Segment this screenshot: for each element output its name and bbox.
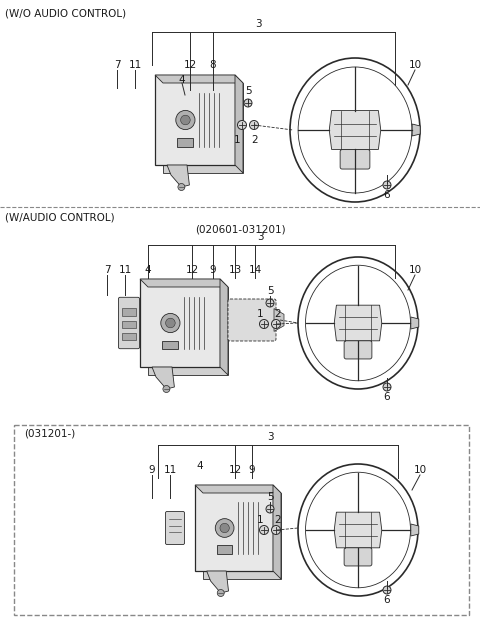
Polygon shape: [207, 571, 228, 593]
Circle shape: [383, 383, 391, 391]
Text: 7: 7: [114, 60, 120, 70]
Circle shape: [220, 524, 229, 533]
Circle shape: [250, 120, 259, 130]
Text: 2: 2: [252, 135, 258, 145]
Text: 6: 6: [384, 392, 390, 402]
Text: 9: 9: [249, 465, 255, 475]
Text: 5: 5: [267, 492, 273, 502]
Text: 13: 13: [228, 265, 241, 275]
Polygon shape: [334, 512, 382, 548]
Bar: [217, 545, 232, 554]
Text: (W/O AUDIO CONTROL): (W/O AUDIO CONTROL): [5, 8, 126, 18]
Polygon shape: [235, 75, 243, 173]
Circle shape: [176, 110, 195, 130]
Polygon shape: [167, 165, 190, 187]
Text: 1: 1: [257, 515, 264, 525]
Text: 1: 1: [234, 135, 240, 145]
Text: 6: 6: [384, 190, 390, 200]
Polygon shape: [163, 83, 243, 173]
Circle shape: [217, 590, 224, 597]
Circle shape: [260, 319, 268, 328]
Polygon shape: [155, 75, 235, 165]
Polygon shape: [155, 75, 243, 83]
Text: 9: 9: [149, 465, 156, 475]
Bar: [122, 309, 136, 316]
Text: 5: 5: [267, 286, 273, 296]
Text: 7: 7: [104, 265, 110, 275]
Text: 2: 2: [275, 309, 281, 319]
Bar: [122, 321, 136, 328]
FancyBboxPatch shape: [344, 548, 372, 566]
Circle shape: [272, 525, 280, 534]
Polygon shape: [203, 493, 281, 579]
Circle shape: [272, 319, 280, 328]
Circle shape: [244, 99, 252, 107]
Polygon shape: [273, 485, 281, 579]
FancyBboxPatch shape: [119, 297, 140, 348]
Polygon shape: [329, 110, 381, 149]
Text: 11: 11: [163, 465, 177, 475]
Bar: [162, 341, 179, 350]
Text: (020601-031201): (020601-031201): [195, 225, 285, 235]
Text: (031201-): (031201-): [24, 428, 75, 438]
Text: 4: 4: [144, 265, 151, 275]
Bar: [122, 333, 136, 340]
Polygon shape: [148, 287, 228, 375]
Text: 11: 11: [119, 265, 132, 275]
Circle shape: [383, 586, 391, 594]
Text: 2: 2: [275, 515, 281, 525]
Circle shape: [238, 120, 247, 130]
Text: 11: 11: [128, 60, 142, 70]
Circle shape: [260, 525, 268, 534]
Text: 4: 4: [179, 75, 185, 85]
Polygon shape: [140, 279, 220, 367]
Text: 1: 1: [257, 309, 264, 319]
Text: 10: 10: [413, 465, 427, 475]
Circle shape: [180, 115, 190, 125]
FancyBboxPatch shape: [344, 341, 372, 359]
Polygon shape: [195, 485, 281, 493]
Circle shape: [178, 183, 185, 190]
Circle shape: [161, 313, 180, 333]
Text: 12: 12: [183, 60, 197, 70]
FancyBboxPatch shape: [228, 299, 276, 341]
Polygon shape: [334, 305, 382, 341]
Text: 4: 4: [197, 461, 204, 471]
Text: 10: 10: [408, 265, 421, 275]
Text: 3: 3: [267, 432, 273, 442]
Polygon shape: [411, 317, 419, 329]
Text: 8: 8: [210, 60, 216, 70]
Text: 5: 5: [245, 86, 252, 96]
Circle shape: [383, 181, 391, 189]
Polygon shape: [195, 485, 273, 571]
FancyBboxPatch shape: [340, 149, 370, 169]
Polygon shape: [140, 279, 228, 287]
Text: 10: 10: [408, 60, 421, 70]
Text: 6: 6: [384, 595, 390, 605]
Circle shape: [266, 299, 274, 307]
Text: 9: 9: [210, 265, 216, 275]
Polygon shape: [220, 279, 228, 375]
Circle shape: [266, 505, 274, 513]
Circle shape: [166, 318, 175, 328]
Polygon shape: [412, 124, 420, 136]
Text: 12: 12: [228, 465, 241, 475]
FancyBboxPatch shape: [166, 512, 184, 544]
Bar: [178, 138, 193, 147]
Text: 14: 14: [248, 265, 262, 275]
Text: 3: 3: [255, 19, 261, 29]
Text: (W/AUDIO CONTROL): (W/AUDIO CONTROL): [5, 213, 115, 223]
Circle shape: [215, 518, 234, 537]
Polygon shape: [152, 367, 174, 389]
Circle shape: [163, 386, 170, 392]
Polygon shape: [411, 524, 419, 536]
Text: 12: 12: [185, 265, 199, 275]
Polygon shape: [274, 309, 284, 331]
Text: 3: 3: [257, 232, 264, 242]
